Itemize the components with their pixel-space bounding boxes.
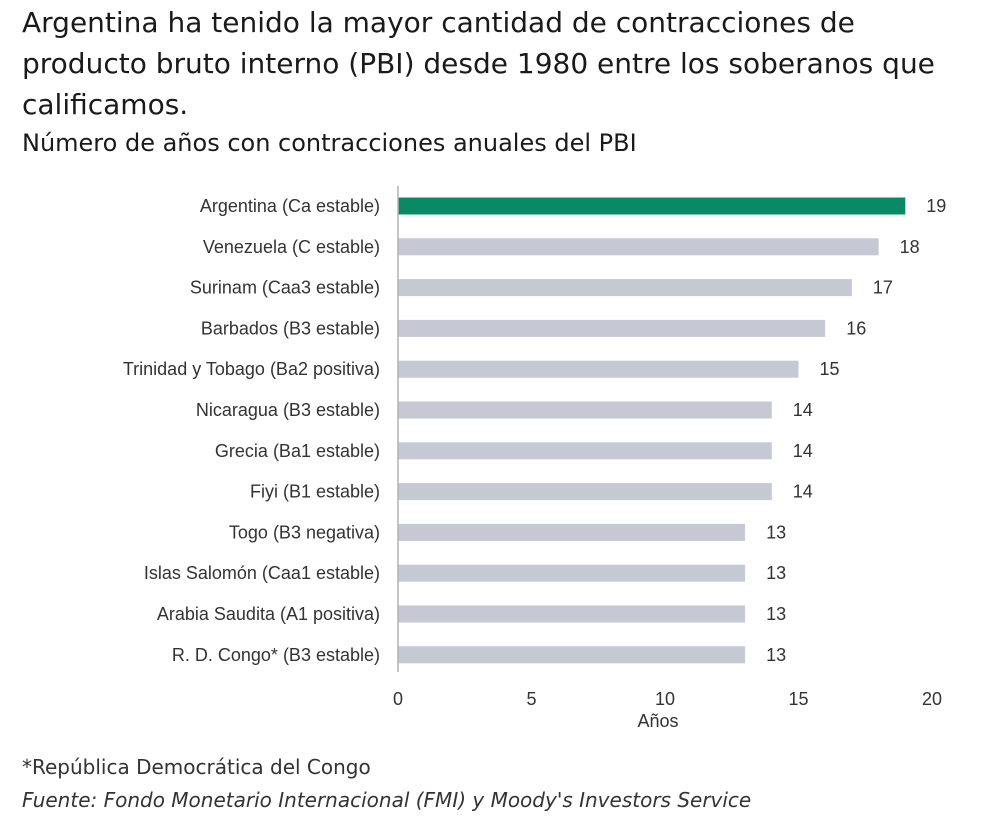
category-label: Togo (B3 negativa) — [229, 522, 380, 542]
category-label: Venezuela (C estable) — [203, 237, 380, 257]
category-label: Surinam (Caa3 estable) — [190, 278, 380, 298]
bar — [398, 442, 772, 460]
bar — [398, 605, 746, 623]
data-label: 13 — [766, 522, 786, 542]
bar — [398, 319, 826, 337]
data-label: 19 — [926, 196, 946, 216]
x-axis-title: Años — [637, 711, 678, 731]
category-label: Trinidad y Tobago (Ba2 positiva) — [123, 359, 380, 379]
category-label: Argentina (Ca estable) — [200, 196, 380, 216]
data-label: 14 — [793, 482, 813, 502]
bar — [398, 483, 772, 501]
bar — [398, 523, 746, 541]
x-tick-label: 20 — [922, 689, 942, 709]
chart-title: Argentina ha tenido la mayor cantidad de… — [22, 6, 935, 121]
data-label: 18 — [900, 237, 920, 257]
category-label: Arabia Saudita (A1 positiva) — [157, 604, 380, 624]
footnote: *República Democrática del Congo — [22, 755, 371, 779]
data-label: 14 — [793, 441, 813, 461]
x-tick-label: 10 — [655, 689, 675, 709]
bar — [398, 197, 906, 215]
category-label: Nicaragua (B3 estable) — [196, 400, 380, 420]
source-note: Fuente: Fondo Monetario Internacional (F… — [22, 788, 752, 812]
data-label: 16 — [846, 318, 866, 338]
data-label: 13 — [766, 563, 786, 583]
data-label: 15 — [820, 359, 840, 379]
bar — [398, 401, 772, 419]
x-tick-label: 0 — [393, 689, 403, 709]
category-label: R. D. Congo* (B3 estable) — [172, 645, 380, 665]
bar — [398, 360, 799, 378]
bar — [398, 564, 746, 582]
bar — [398, 646, 746, 664]
data-label: 14 — [793, 400, 813, 420]
category-label: Fiyi (B1 estable) — [250, 482, 380, 502]
category-label: Grecia (Ba1 estable) — [215, 441, 380, 461]
data-label: 13 — [766, 604, 786, 624]
x-tick-label: 5 — [526, 689, 536, 709]
bar — [398, 279, 852, 297]
bar-chart: Argentina (Ca estable) 19 Venezuela (C est… — [123, 186, 946, 731]
category-label: Islas Salomón (Caa1 estable) — [144, 563, 380, 583]
data-label: 17 — [873, 278, 893, 298]
chart-subtitle: Número de años con contracciones anuales… — [22, 129, 637, 157]
x-tick-label: 15 — [788, 689, 808, 709]
category-label: Barbados (B3 estable) — [201, 318, 380, 338]
bar — [398, 238, 879, 256]
data-label: 13 — [766, 645, 786, 665]
